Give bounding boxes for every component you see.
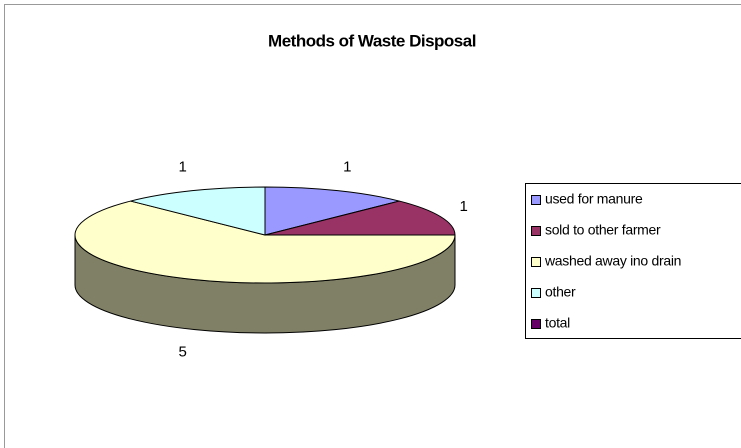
data-label: 1 [179, 159, 187, 176]
legend-swatch [531, 226, 541, 236]
legend-swatch [531, 195, 541, 205]
data-label: 1 [343, 159, 351, 176]
legend-label: total [545, 315, 570, 331]
chart-title: Methods of Waste Disposal [268, 31, 476, 50]
legend-box [525, 183, 741, 339]
pie-slice [264, 200, 456, 236]
legend-label: other [545, 284, 576, 300]
legend-swatch [531, 257, 541, 267]
legend-label: used for manure [545, 191, 643, 207]
pie-slice [74, 200, 456, 284]
legend-label: washed away ino drain [544, 253, 681, 269]
legend-label: sold to other farmer [545, 222, 661, 238]
pie-slice [130, 186, 266, 236]
pie-slice [264, 186, 400, 236]
legend-swatch [531, 288, 541, 298]
legend-swatch [531, 319, 541, 329]
data-label: 1 [459, 198, 467, 215]
data-label: 5 [179, 343, 187, 360]
